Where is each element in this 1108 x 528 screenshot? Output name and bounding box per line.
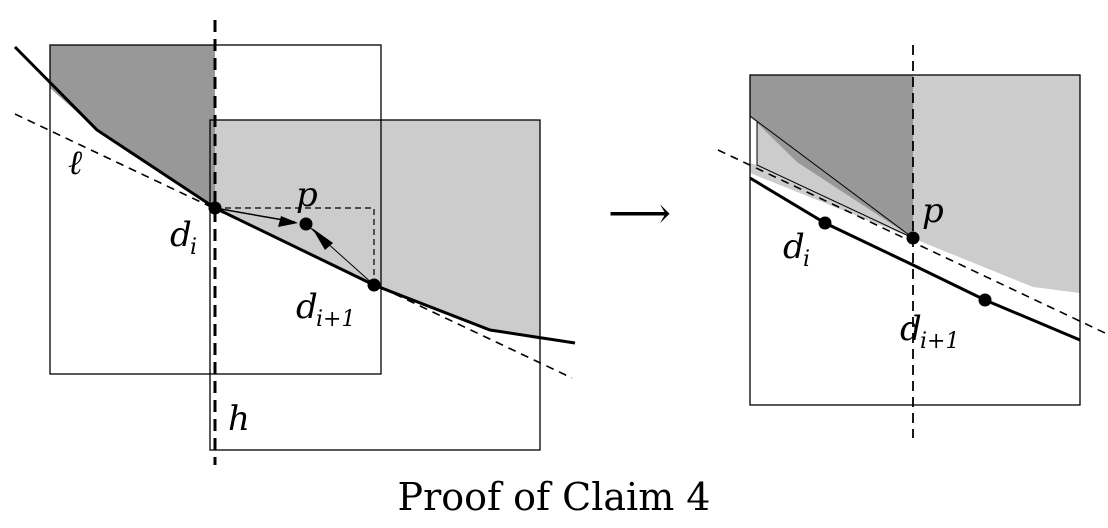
right-curve [749,176,1081,342]
right-label-d-i: d [783,227,805,267]
left-light-region [210,120,540,340]
label-h: h [228,399,250,439]
right-sliver-edge [756,122,914,239]
right-dark-edge [749,115,914,239]
right-panel: p d i d i+1 [717,45,1106,438]
right-point-p [906,231,920,245]
label-d-i: d [170,215,192,255]
arrowhead-di [278,216,298,227]
left-dark-region [50,45,215,208]
right-label-d-i-sub: i [803,247,810,272]
label-d-i-sub: i [190,235,197,260]
right-point-d-i [818,216,832,230]
point-p [299,217,313,231]
caption: Proof of Claim 4 [398,475,711,519]
left-curve [13,45,576,345]
point-d-i [208,201,222,215]
label-p: p [296,175,318,215]
right-square [749,74,1081,406]
right-label-d-ip1: d [900,309,922,349]
point-d-ip1 [367,278,381,292]
right-label-p: p [922,191,944,231]
right-dark-region [750,75,913,238]
label-d-ip1-sub: i+1 [316,307,355,332]
right-point-d-ip1 [978,293,992,307]
left-panel: ℓ p d i d i+1 h [13,20,576,465]
transition-arrow: ⟶ [608,188,671,239]
label-ell: ℓ [68,143,82,183]
dashed-box [215,207,375,285]
label-d-ip1: d [296,287,318,327]
right-label-d-ip1-sub: i+1 [920,329,959,354]
arrowhead-dip1 [312,228,333,250]
right-white-sliver [750,118,757,165]
left-square-b [209,119,541,451]
